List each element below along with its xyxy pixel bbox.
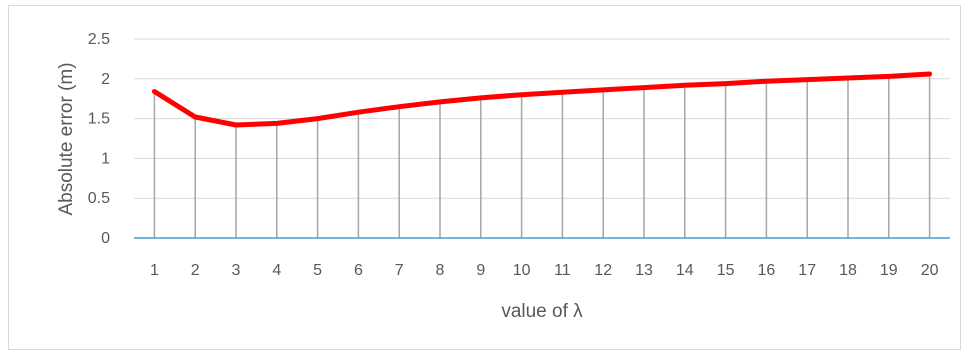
series: [151, 71, 933, 128]
x-tick-labels: 1 2 3 4 5 6 7 8 9 10 11 12 13 14 15 16 17 18 19 20: [150, 262, 939, 279]
x-tick-label: 17: [798, 262, 816, 279]
y-tick-labels: 0 0.5 1 1.5 2 2.5: [88, 31, 110, 247]
y-tick-label: 0: [101, 230, 110, 247]
x-tick-label: 5: [313, 262, 322, 279]
x-tick-label: 11: [554, 262, 571, 279]
x-tick-label: 8: [436, 262, 445, 279]
y-tick-label: 1.5: [88, 111, 110, 128]
x-tick-label: 2: [191, 262, 200, 279]
x-tick-label: 10: [513, 262, 531, 279]
x-tick-label: 16: [758, 262, 776, 279]
x-tick-label: 1: [150, 262, 159, 279]
x-tick-label: 7: [395, 262, 404, 279]
x-tick-label: 12: [594, 262, 612, 279]
y-tick-label: 2: [101, 71, 110, 88]
x-axis-title: value of λ: [501, 301, 583, 322]
x-tick-label: 3: [232, 262, 241, 279]
y-tick-label: 0.5: [88, 190, 110, 207]
x-tick-label: 15: [717, 262, 735, 279]
x-tick-label: 20: [921, 262, 939, 279]
y-axis-title: Absolute error (m): [56, 62, 77, 215]
x-tick-label: 6: [354, 262, 363, 279]
gridlines: [134, 38, 950, 199]
x-tick-label: 19: [880, 262, 898, 279]
series-line: [151, 71, 933, 128]
x-tick-label: 18: [839, 262, 857, 279]
y-tick-label: 1: [101, 150, 110, 167]
x-tick-label: 13: [635, 262, 653, 279]
drop-lines: [153, 74, 931, 238]
y-tick-label: 2.5: [88, 31, 110, 48]
x-tick-label: 9: [476, 262, 485, 279]
chart-area: [8, 5, 961, 350]
x-tick-label: 4: [272, 262, 281, 279]
x-tick-label: 14: [676, 262, 694, 279]
